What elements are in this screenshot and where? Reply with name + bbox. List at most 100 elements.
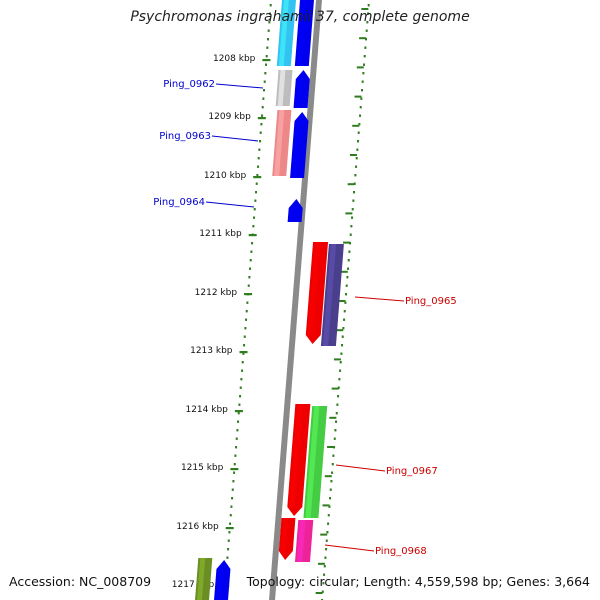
scale-label: 1211 kbp	[199, 229, 242, 239]
gene-ping-0962-highlight	[295, 79, 303, 108]
right-scale-dash	[340, 270, 348, 273]
scale-tick	[248, 234, 257, 237]
left-boundary-dotted-line	[268, 21, 271, 24]
right-boundary-dotted-line	[325, 539, 328, 542]
scale-tick	[230, 468, 239, 471]
label-ping-0967-leader	[335, 464, 386, 472]
right-boundary-dotted-line	[334, 429, 337, 432]
left-boundary-dotted-line	[233, 471, 236, 474]
left-boundary-dotted-line	[245, 318, 248, 321]
scale-label: 1208 kbp	[213, 54, 256, 64]
right-boundary-dotted-line	[341, 344, 344, 347]
left-boundary-dotted-line	[236, 429, 239, 432]
right-boundary-dotted-line	[351, 216, 354, 219]
gene-ping-0967-highlight	[305, 406, 320, 518]
right-boundary-dotted-line	[326, 531, 329, 534]
scale-label: 1215 kbp	[181, 463, 224, 473]
right-boundary-dotted-line	[323, 573, 326, 576]
right-boundary-dotted-line	[363, 55, 366, 58]
left-boundary-dotted-line	[261, 106, 264, 109]
label-ping-0964: Ping_0964	[153, 197, 205, 208]
scale-tick	[239, 351, 248, 354]
right-boundary-dotted-line	[335, 412, 338, 415]
left-boundary-dotted-line	[241, 361, 244, 364]
left-boundary-dotted-line	[264, 72, 267, 75]
right-boundary-dotted-line	[341, 335, 344, 338]
right-scale-dash	[338, 300, 346, 302]
left-boundary-dotted-line	[234, 454, 237, 457]
left-boundary-dotted-line	[263, 80, 266, 83]
right-boundary-dotted-line	[361, 80, 364, 83]
right-boundary-dotted-line	[353, 191, 356, 194]
scale-label: 1209 kbp	[208, 112, 251, 122]
right-boundary-dotted-line	[337, 386, 340, 389]
right-scale-dash	[345, 212, 353, 215]
left-boundary-dotted-line	[259, 131, 262, 134]
left-boundary-dotted-line	[241, 369, 244, 372]
right-boundary-dotted-line	[333, 437, 336, 440]
right-boundary-dotted-line	[330, 480, 333, 483]
left-boundary-dotted-line	[269, 12, 272, 15]
right-boundary-dotted-line	[339, 369, 342, 372]
label-ping-0967: Ping_0967	[386, 466, 438, 477]
right-boundary-dotted-line	[336, 403, 339, 406]
left-boundary-dotted-line	[266, 46, 269, 49]
left-boundary-dotted-line	[258, 148, 261, 151]
left-boundary-dotted-line	[237, 412, 240, 415]
label-ping-0963: Ping_0963	[159, 131, 211, 142]
gene-red-2-highlight	[289, 404, 303, 507]
right-boundary-dotted-line	[348, 250, 351, 253]
scale-tick	[262, 59, 271, 62]
right-boundary-dotted-line	[355, 165, 358, 168]
left-boundary-dotted-line	[232, 480, 235, 483]
left-boundary-dotted-line	[252, 225, 255, 228]
right-boundary-dotted-line	[331, 463, 334, 466]
left-boundary-dotted-line	[233, 463, 236, 466]
right-scale-dash	[331, 387, 339, 390]
scale-label: 1213 kbp	[190, 346, 233, 356]
right-scale-dash	[327, 446, 335, 448]
backbone-line	[269, 0, 322, 600]
left-boundary-dotted-line	[240, 378, 243, 381]
scale-tick	[257, 117, 266, 120]
right-boundary-dotted-line	[359, 114, 362, 117]
gene-red-1-highlight	[307, 242, 321, 335]
left-boundary-dotted-line	[239, 395, 242, 398]
right-boundary-dotted-line	[343, 310, 346, 313]
right-boundary-dotted-line	[357, 140, 360, 143]
right-boundary-dotted-line	[323, 565, 326, 568]
right-boundary-dotted-line	[339, 361, 342, 364]
right-boundary-dotted-line	[361, 89, 364, 92]
scale-tick	[244, 293, 253, 296]
right-boundary-dotted-line	[366, 21, 369, 24]
right-scale-dash	[320, 533, 328, 536]
label-ping-0962: Ping_0962	[163, 79, 215, 90]
left-boundary-dotted-line	[227, 539, 230, 542]
right-boundary-dotted-line	[364, 46, 367, 49]
left-boundary-dotted-line	[245, 310, 248, 313]
left-boundary-dotted-line	[254, 199, 257, 202]
right-boundary-dotted-line	[325, 548, 328, 551]
right-boundary-dotted-line	[337, 395, 340, 398]
label-ping-0968-leader	[324, 544, 375, 552]
left-boundary-dotted-line	[261, 114, 264, 117]
left-boundary-dotted-line	[249, 259, 252, 262]
right-boundary-dotted-line	[331, 471, 334, 474]
right-boundary-dotted-line	[328, 505, 331, 508]
gene-gray-highlight	[277, 70, 286, 106]
left-boundary-dotted-line	[255, 182, 258, 185]
right-boundary-dotted-line	[345, 284, 348, 287]
right-scale-dash	[315, 592, 323, 594]
gene-ping-0963-highlight	[292, 121, 302, 178]
left-boundary-dotted-line	[263, 89, 266, 92]
right-boundary-dotted-line	[351, 208, 354, 211]
right-boundary-dotted-line	[324, 556, 327, 559]
left-boundary-dotted-line	[235, 437, 238, 440]
right-scale-dash	[322, 504, 330, 507]
left-boundary-dotted-line	[237, 420, 240, 423]
left-boundary-dotted-line	[265, 55, 268, 58]
label-ping-0968: Ping_0968	[375, 546, 427, 557]
scale-label: 1216 kbp	[176, 522, 219, 532]
scale-tick	[253, 176, 262, 179]
